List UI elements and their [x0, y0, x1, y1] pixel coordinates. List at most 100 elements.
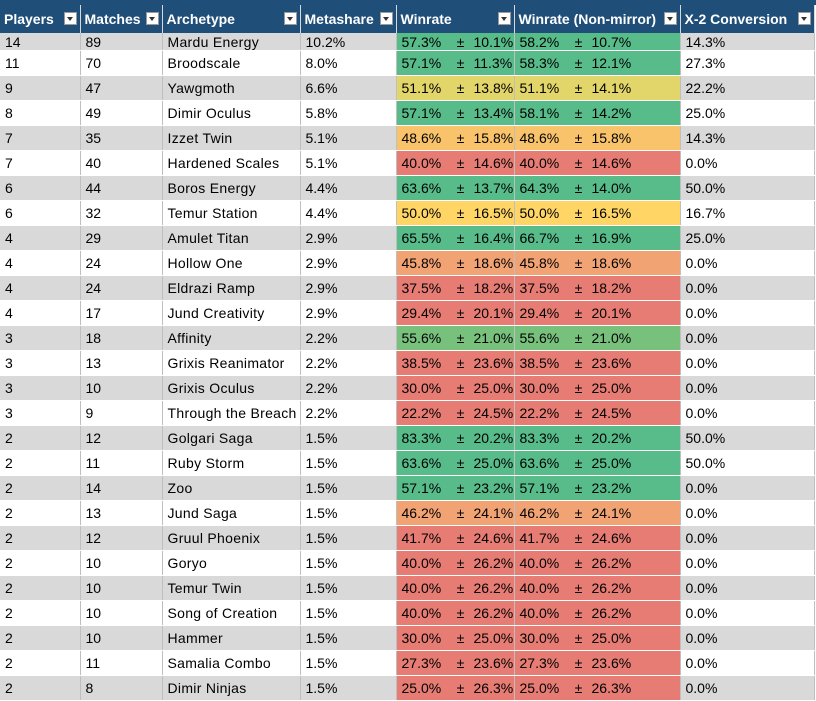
table-row[interactable]: 2 10 Temur Twin 1.5% 40.0% ±26.2% 40.0% ±26.2% 0… — [0, 575, 815, 601]
table-row[interactable]: 2 12 Golgari Saga 1.5% 83.3% ±20.2% 83.3% ±20.2… — [0, 425, 815, 451]
column-header-label: Winrate (Non-mirror) — [518, 11, 657, 27]
table-row[interactable]: 3 10 Grixis Oculus 2.2% 30.0% ±25.0% 30.0% ±25.… — [0, 375, 815, 401]
plus-minus-sign: ± — [456, 405, 465, 421]
column-header-winrate_nm[interactable]: Winrate (Non-mirror) — [514, 5, 681, 33]
conversion-cell: 0.0% — [680, 300, 815, 326]
table-row[interactable]: 4 17 Jund Creativity 2.9% 29.4% ±20.1% 29.4% ±2… — [0, 300, 815, 326]
table-row[interactable]: 2 11 Ruby Storm 1.5% 63.6% ±25.0% 63.6% ±25.0% 5… — [0, 450, 815, 476]
metashare-cell: 8.0% — [300, 50, 397, 76]
plus-minus-sign: ± — [574, 430, 583, 446]
table-row[interactable]: 2 8 Dimir Ninjas 1.5% 25.0% ±26.3% 25.0% ±26.3%… — [0, 675, 815, 701]
table-row[interactable]: 2 11 Samalia Combo 1.5% 27.3% ±23.6% 27.3% ±23.… — [0, 650, 815, 676]
matches-cell: 24 — [80, 275, 163, 301]
winrate-cell: 48.6% ±15.8% — [396, 125, 515, 151]
filter-dropdown-icon[interactable] — [663, 12, 677, 25]
filter-dropdown-icon[interactable] — [497, 12, 511, 25]
plus-minus-sign: ± — [574, 305, 583, 321]
table-row[interactable]: 3 9 Through the Breach 2.2% 22.2% ±24.5% 22.2%… — [0, 400, 815, 426]
table-row[interactable]: 4 24 Eldrazi Ramp 2.9% 37.5% ±18.2% 37.5% ±18.2… — [0, 275, 815, 301]
table-row[interactable]: 2 13 Jund Saga 1.5% 46.2% ±24.1% 46.2% ±24.1% 0.… — [0, 500, 815, 526]
winrate-nonmirror-cell-confidence: 23.6% — [591, 355, 632, 371]
winrate-cell-value: 38.5% — [401, 355, 442, 371]
column-header-label: Matches — [84, 11, 141, 27]
filter-dropdown-icon[interactable] — [145, 12, 159, 25]
winrate-cell: 22.2% ±24.5% — [396, 400, 515, 426]
plus-minus-sign: ± — [574, 405, 583, 421]
winrate-nonmirror-cell: 48.6% ±15.8% — [514, 125, 681, 151]
winrate-cell-confidence: 10.1% — [473, 33, 514, 50]
filter-dropdown-icon[interactable] — [63, 12, 77, 25]
winrate-nonmirror-cell-confidence: 16.5% — [591, 205, 632, 221]
winrate-nonmirror-cell-confidence: 14.1% — [591, 80, 632, 96]
table-row[interactable]: 11 70 Broodscale 8.0% 57.1% ±11.3% 58.3% ±12.1%… — [0, 50, 815, 76]
table-row[interactable]: 2 12 Gruul Phoenix 1.5% 41.7% ±24.6% 41.7% ±24.… — [0, 525, 815, 551]
players-cell: 2 — [0, 475, 81, 501]
winrate-cell: 30.0% ±25.0% — [396, 625, 515, 651]
conversion-cell: 25.0% — [680, 100, 815, 126]
table-row[interactable]: 2 10 Hammer 1.5% 30.0% ±25.0% 30.0% ±25.0% 0.0% — [0, 625, 815, 651]
conversion-cell: 0.0% — [680, 475, 815, 501]
table-row[interactable]: 3 13 Grixis Reanimator 2.2% 38.5% ±23.6% 38.5%… — [0, 350, 815, 376]
matches-cell: 10 — [80, 625, 163, 651]
players-cell: 2 — [0, 575, 81, 601]
filter-dropdown-icon[interactable] — [797, 12, 811, 25]
table-row[interactable]: 2 10 Goryo 1.5% 40.0% ±26.2% 40.0% ±26.2% 0.0% — [0, 550, 815, 576]
winrate-cell-confidence: 23.6% — [473, 355, 514, 371]
winrate-cell-confidence: 15.8% — [473, 130, 514, 146]
table-row[interactable]: 14 89 Mardu Energy 10.2% 57.3% ±10.1% 58.2% ±10… — [0, 33, 815, 51]
plus-minus-sign: ± — [574, 380, 583, 396]
winrate-cell: 25.0% ±26.3% — [396, 675, 515, 701]
winrate-cell: 41.7% ±24.6% — [396, 525, 515, 551]
filter-dropdown-icon[interactable] — [283, 12, 297, 25]
table-row[interactable]: 3 18 Affinity 2.2% 55.6% ±21.0% 55.6% ±21.0% 0.0… — [0, 325, 815, 351]
players-cell: 3 — [0, 400, 81, 426]
players-cell: 2 — [0, 600, 81, 626]
plus-minus-sign: ± — [574, 530, 583, 546]
matches-cell: 11 — [80, 450, 163, 476]
matches-cell: 18 — [80, 325, 163, 351]
column-header-players[interactable]: Players — [0, 5, 81, 33]
winrate-cell-value: 25.0% — [401, 680, 442, 696]
metashare-cell: 1.5% — [300, 450, 397, 476]
winrate-cell: 40.0% ±14.6% — [396, 150, 515, 176]
column-header-metashare[interactable]: Metashare — [300, 5, 397, 33]
matches-cell: 40 — [80, 150, 163, 176]
column-header-matches[interactable]: Matches — [80, 5, 163, 33]
column-header-conversion[interactable]: X-2 Conversion — [680, 5, 815, 33]
column-header-label: Metashare — [304, 11, 374, 27]
winrate-cell-value: 30.0% — [401, 630, 442, 646]
metashare-cell: 6.6% — [300, 75, 397, 101]
winrate-nonmirror-cell-confidence: 18.6% — [591, 255, 632, 271]
winrate-nonmirror-cell-confidence: 25.0% — [591, 630, 632, 646]
archetype-cell: Affinity — [162, 325, 301, 351]
table-row[interactable]: 4 24 Hollow One 2.9% 45.8% ±18.6% 45.8% ±18.6% 0… — [0, 250, 815, 276]
winrate-nonmirror-cell: 58.3% ±12.1% — [514, 50, 681, 76]
winrate-nonmirror-cell-value: 40.0% — [519, 605, 560, 621]
column-header-label: X-2 Conversion — [684, 11, 788, 27]
table-row[interactable]: 2 10 Song of Creation 1.5% 40.0% ±26.2% 40.0% ±… — [0, 600, 815, 626]
table-row[interactable]: 6 32 Temur Station 4.4% 50.0% ±16.5% 50.0% ±16.… — [0, 200, 815, 226]
table-row[interactable]: 2 14 Zoo 1.5% 57.1% ±23.2% 57.1% ±23.2% 0.0% — [0, 475, 815, 501]
table-row[interactable]: 8 49 Dimir Oculus 5.8% 57.1% ±13.4% 58.1% ±14.2… — [0, 100, 815, 126]
winrate-cell: 57.3% ±10.1% — [396, 33, 515, 51]
matches-cell: 9 — [80, 400, 163, 426]
metashare-cell: 2.2% — [300, 325, 397, 351]
table-row[interactable]: 6 44 Boros Energy 4.4% 63.6% ±13.7% 64.3% ±14.0… — [0, 175, 815, 201]
table-row[interactable]: 9 47 Yawgmoth 6.6% 51.1% ±13.8% 51.1% ±14.1% 22.… — [0, 75, 815, 101]
table-row[interactable]: 7 35 Izzet Twin 5.1% 48.6% ±15.8% 48.6% ±15.8% 1… — [0, 125, 815, 151]
winrate-cell-confidence: 26.2% — [473, 605, 514, 621]
plus-minus-sign: ± — [574, 355, 583, 371]
column-header-archetype[interactable]: Archetype — [162, 5, 301, 33]
metashare-cell: 1.5% — [300, 525, 397, 551]
metashare-cell: 4.4% — [300, 175, 397, 201]
matches-cell: 24 — [80, 250, 163, 276]
plus-minus-sign: ± — [456, 680, 465, 696]
table-row[interactable]: 4 29 Amulet Titan 2.9% 65.5% ±16.4% 66.7% ±16.9… — [0, 225, 815, 251]
archetype-cell: Temur Station — [162, 200, 301, 226]
winrate-nonmirror-cell: 45.8% ±18.6% — [514, 250, 681, 276]
table-row[interactable]: 7 40 Hardened Scales 5.1% 40.0% ±14.6% 40.0% ±1… — [0, 150, 815, 176]
filter-dropdown-icon[interactable] — [379, 12, 393, 25]
winrate-nonmirror-cell: 41.7% ±24.6% — [514, 525, 681, 551]
partial-header-row — [0, 0, 816, 5]
column-header-winrate[interactable]: Winrate — [396, 5, 515, 33]
